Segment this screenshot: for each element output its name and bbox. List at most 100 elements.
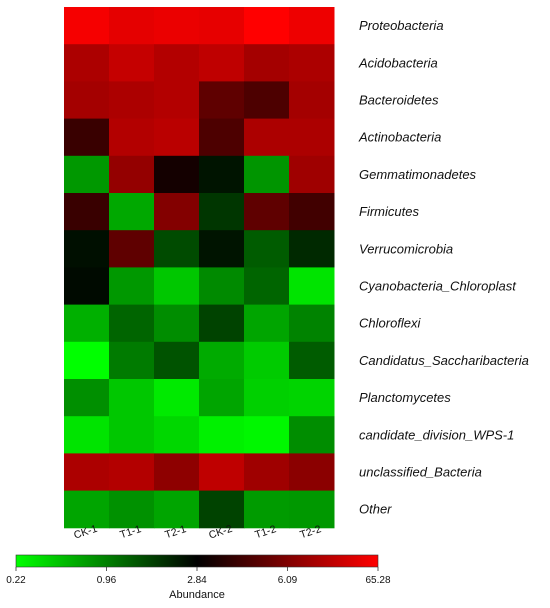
legend-tick-label: 65.28	[365, 575, 390, 586]
heatmap-cell	[289, 7, 335, 45]
heatmap-cell	[199, 230, 245, 268]
row-label: Actinobacteria	[358, 130, 441, 145]
heatmap-cell	[199, 81, 245, 120]
heatmap-cell	[109, 118, 155, 157]
heatmap-cell	[244, 7, 290, 45]
heatmap-cell	[64, 490, 110, 529]
heatmap-cells	[64, 7, 335, 529]
row-label: Planctomycetes	[359, 390, 451, 405]
row-label: Other	[359, 502, 392, 517]
heatmap-cell	[154, 44, 200, 82]
heatmap-cell	[244, 304, 290, 343]
heatmap-cell	[154, 304, 200, 343]
row-label: Bacteroidetes	[359, 93, 439, 108]
heatmap-cell	[289, 267, 335, 306]
heatmap-cell	[289, 304, 335, 343]
heatmap-cell	[244, 81, 290, 120]
heatmap-cell	[289, 81, 335, 120]
heatmap-cell	[64, 267, 110, 306]
heatmap-cell	[244, 155, 290, 194]
row-label: Firmicutes	[359, 204, 419, 219]
heatmap-cell	[64, 155, 110, 194]
heatmap-cell	[199, 453, 245, 492]
heatmap-cell	[109, 341, 155, 380]
legend-color-bar	[15, 554, 379, 568]
heatmap-cell	[109, 155, 155, 194]
heatmap-cell	[109, 267, 155, 306]
color-legend: 0.22 0.96 2.84 6.09 65.28 Abundance	[6, 554, 391, 601]
heatmap-cell	[154, 416, 200, 454]
legend-tick-label: 0.96	[97, 575, 117, 586]
heatmap-cell	[64, 416, 110, 454]
heatmap-cell	[64, 118, 110, 157]
heatmap-cell	[64, 453, 110, 492]
heatmap-cell	[199, 304, 245, 343]
heatmap-cell	[199, 341, 245, 380]
heatmap-cell	[109, 453, 155, 492]
heatmap-cell	[154, 193, 200, 231]
heatmap-cell	[154, 230, 200, 268]
heatmap-cell	[64, 230, 110, 268]
heatmap-cell	[109, 379, 155, 417]
legend-tick-label: 0.22	[6, 575, 26, 586]
heatmap-cell	[109, 193, 155, 231]
heatmap-cell	[64, 7, 110, 45]
row-labels: Proteobacteria Acidobacteria Bacteroidetes…	[358, 18, 529, 517]
legend-ticks: 0.22 0.96 2.84 6.09 65.28	[6, 567, 391, 586]
heatmap-cell	[109, 490, 155, 529]
heatmap-cell	[244, 490, 290, 529]
row-label: Cyanobacteria_Chloroplast	[359, 279, 517, 294]
row-label: Gemmatimonadetes	[359, 167, 477, 182]
legend-tick-label: 2.84	[187, 575, 207, 586]
legend-title: Abundance	[169, 589, 225, 601]
heatmap-cell	[154, 7, 200, 45]
heatmap-cell	[64, 304, 110, 343]
heatmap-cell	[199, 193, 245, 231]
row-label: unclassified_Bacteria	[359, 465, 482, 480]
heatmap-cell	[64, 379, 110, 417]
heatmap-cell	[244, 44, 290, 82]
heatmap-cell	[289, 379, 335, 417]
heatmap-cell	[154, 490, 200, 529]
heatmap-cell	[109, 44, 155, 82]
heatmap-cell	[154, 155, 200, 194]
heatmap-cell	[289, 193, 335, 231]
heatmap-cell	[154, 267, 200, 306]
heatmap-cell	[199, 118, 245, 157]
row-label: Candidatus_Saccharibacteria	[359, 353, 529, 368]
heatmap-cell	[154, 81, 200, 120]
heatmap-cell	[199, 379, 245, 417]
heatmap-cell	[154, 379, 200, 417]
heatmap-cell	[244, 453, 290, 492]
heatmap-cell	[244, 416, 290, 454]
heatmap-cell	[289, 44, 335, 82]
heatmap-cell	[199, 416, 245, 454]
heatmap-cell	[289, 453, 335, 492]
heatmap-cell	[109, 81, 155, 120]
heatmap-cell	[109, 304, 155, 343]
heatmap-cell	[64, 44, 110, 82]
heatmap-cell	[289, 416, 335, 454]
heatmap-cell	[199, 7, 245, 45]
row-label: Verrucomicrobia	[359, 241, 453, 256]
heatmap-cell	[199, 44, 245, 82]
heatmap-cell	[154, 118, 200, 157]
heatmap-cell	[154, 453, 200, 492]
heatmap-cell	[289, 341, 335, 380]
heatmap-cell	[109, 7, 155, 45]
heatmap-cell	[244, 118, 290, 157]
heatmap-cell	[289, 155, 335, 194]
row-label: Acidobacteria	[358, 55, 438, 70]
heatmap-cell	[289, 490, 335, 529]
heatmap-cell	[244, 341, 290, 380]
heatmap-cell	[64, 341, 110, 380]
heatmap-cell	[244, 193, 290, 231]
heatmap-cell	[244, 230, 290, 268]
heatmap-cell	[289, 230, 335, 268]
row-label: Chloroflexi	[359, 316, 422, 331]
row-label: candidate_division_WPS-1	[359, 427, 514, 442]
heatmap-cell	[244, 267, 290, 306]
legend-tick-label: 6.09	[278, 575, 298, 586]
heatmap-cell	[64, 193, 110, 231]
